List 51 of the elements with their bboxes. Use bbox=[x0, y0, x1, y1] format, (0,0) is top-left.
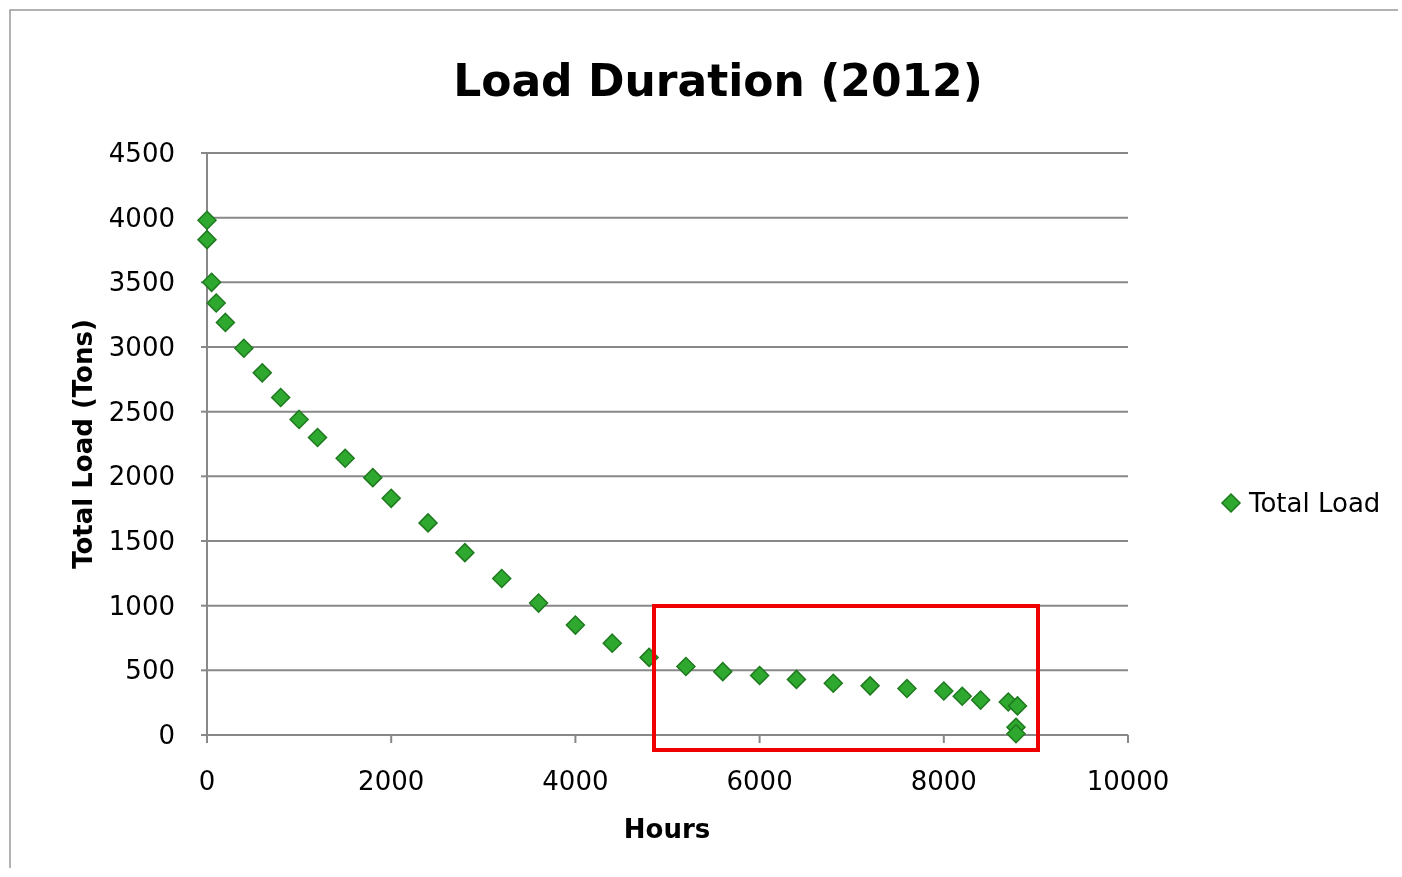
point bbox=[749, 665, 770, 686]
x-tick-label: 0 bbox=[198, 766, 216, 796]
point bbox=[270, 387, 291, 408]
y-tick-label: 0 bbox=[158, 720, 175, 750]
x-tick-label: 6000 bbox=[726, 766, 793, 796]
x-tick-label: 4000 bbox=[542, 766, 609, 796]
y-tick-label: 2500 bbox=[108, 396, 175, 427]
x-tick-label: 8000 bbox=[910, 766, 977, 796]
y-axis-title: Total Load (Tons) bbox=[68, 319, 98, 569]
point bbox=[491, 568, 512, 589]
point bbox=[252, 363, 273, 383]
point bbox=[455, 542, 475, 563]
point bbox=[1007, 696, 1028, 716]
x-tick-label: 2000 bbox=[358, 766, 425, 796]
point bbox=[206, 293, 226, 313]
y-tick-label: 1500 bbox=[108, 526, 175, 556]
point bbox=[197, 229, 217, 250]
point bbox=[952, 686, 972, 706]
point bbox=[713, 661, 733, 682]
point bbox=[786, 669, 807, 690]
legend-label: Total Load bbox=[1248, 488, 1381, 518]
y-tick-label: 3000 bbox=[108, 332, 175, 362]
point bbox=[197, 210, 217, 230]
point bbox=[201, 272, 222, 293]
point bbox=[897, 678, 917, 699]
y-tick-label: 4000 bbox=[108, 202, 175, 233]
point bbox=[215, 312, 236, 333]
point bbox=[1006, 723, 1026, 744]
point bbox=[363, 467, 383, 488]
x-axis-title: Hours bbox=[623, 814, 711, 844]
y-tick-label: 1000 bbox=[108, 590, 175, 621]
y-tick-label: 2000 bbox=[108, 461, 175, 492]
y-tick-label: 500 bbox=[125, 655, 175, 686]
point bbox=[307, 427, 328, 448]
point bbox=[381, 488, 401, 509]
point bbox=[676, 656, 696, 677]
x-tick-label: 10000 bbox=[1086, 766, 1170, 796]
point bbox=[860, 676, 880, 696]
point bbox=[234, 338, 254, 359]
point bbox=[823, 673, 844, 694]
y-tick-label: 3500 bbox=[108, 267, 175, 298]
chart-title: Load Duration (2012) bbox=[453, 55, 983, 106]
point bbox=[289, 409, 309, 430]
point bbox=[970, 690, 991, 710]
point bbox=[602, 633, 622, 653]
point bbox=[528, 593, 549, 613]
point bbox=[565, 615, 586, 635]
point bbox=[335, 448, 355, 468]
y-tick-label: 4500 bbox=[108, 138, 175, 168]
point bbox=[934, 681, 954, 701]
point bbox=[418, 513, 438, 533]
